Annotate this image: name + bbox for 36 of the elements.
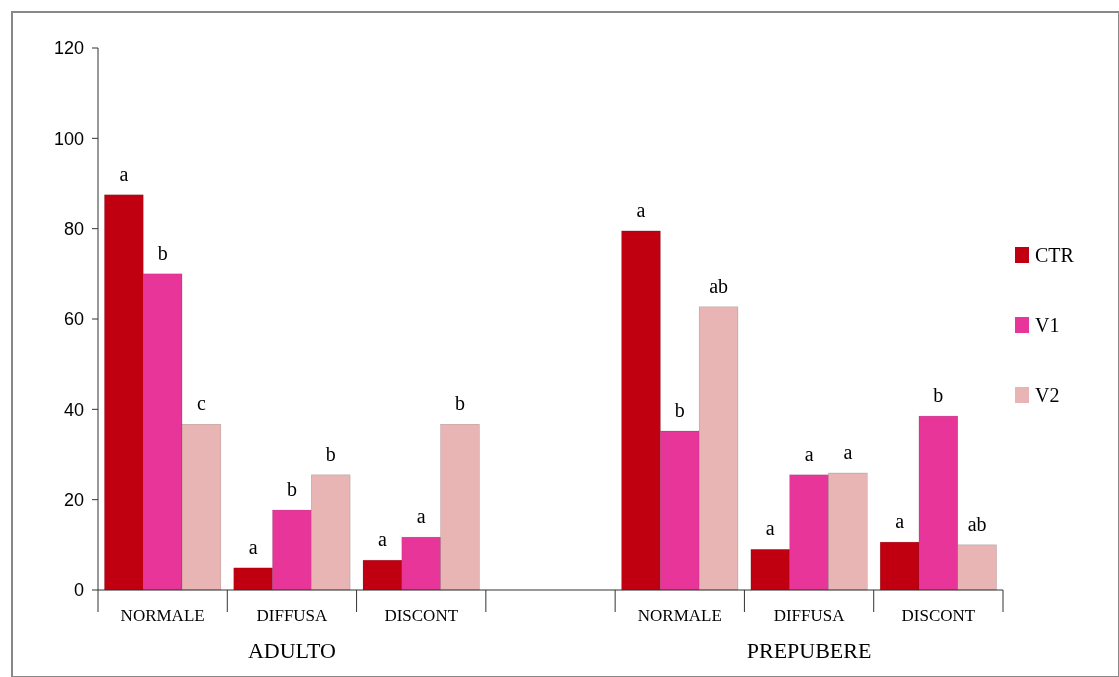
- y-tick-label: 0: [73, 580, 84, 601]
- y-tick-label: 60: [63, 309, 84, 330]
- y-tick-label: 80: [63, 218, 84, 239]
- x-tick-label: NORMALE: [637, 606, 722, 625]
- data-label: ab: [967, 512, 987, 535]
- data-label: a: [765, 517, 775, 540]
- x-tick-label: NORMALE: [120, 606, 205, 625]
- data-label: b: [157, 241, 168, 264]
- data-label: a: [416, 505, 426, 528]
- data-label: a: [119, 162, 129, 185]
- text: ADULTO: [247, 638, 336, 663]
- text: PREPUBERE: [746, 638, 872, 663]
- y-tick-label: 120: [53, 38, 84, 59]
- y-tick-label: 20: [63, 489, 84, 510]
- y-tick-label: 100: [53, 128, 84, 149]
- data-label: b: [674, 399, 685, 422]
- legend-label: V1: [1035, 314, 1060, 336]
- x-tick-label: DISCONT: [384, 606, 459, 625]
- legend-label: CTR: [1035, 244, 1075, 266]
- x-tick-label: DIFFUSA: [773, 606, 846, 625]
- data-label: a: [377, 528, 387, 551]
- data-label: b: [455, 392, 465, 415]
- data-label: b: [286, 478, 297, 501]
- data-label: a: [843, 441, 853, 464]
- data-label: c: [196, 392, 206, 415]
- data-label: a: [248, 535, 258, 558]
- data-label: a: [804, 442, 814, 465]
- data-label: ab: [709, 274, 729, 297]
- y-tick-label: 40: [63, 399, 84, 420]
- x-tick-label: DISCONT: [901, 606, 976, 625]
- data-label: b: [325, 442, 336, 465]
- data-label: a: [895, 510, 905, 533]
- x-tick-label: DIFFUSA: [256, 606, 329, 625]
- legend-label: V2: [1035, 384, 1060, 406]
- data-label: a: [636, 198, 646, 221]
- data-label: b: [933, 384, 944, 407]
